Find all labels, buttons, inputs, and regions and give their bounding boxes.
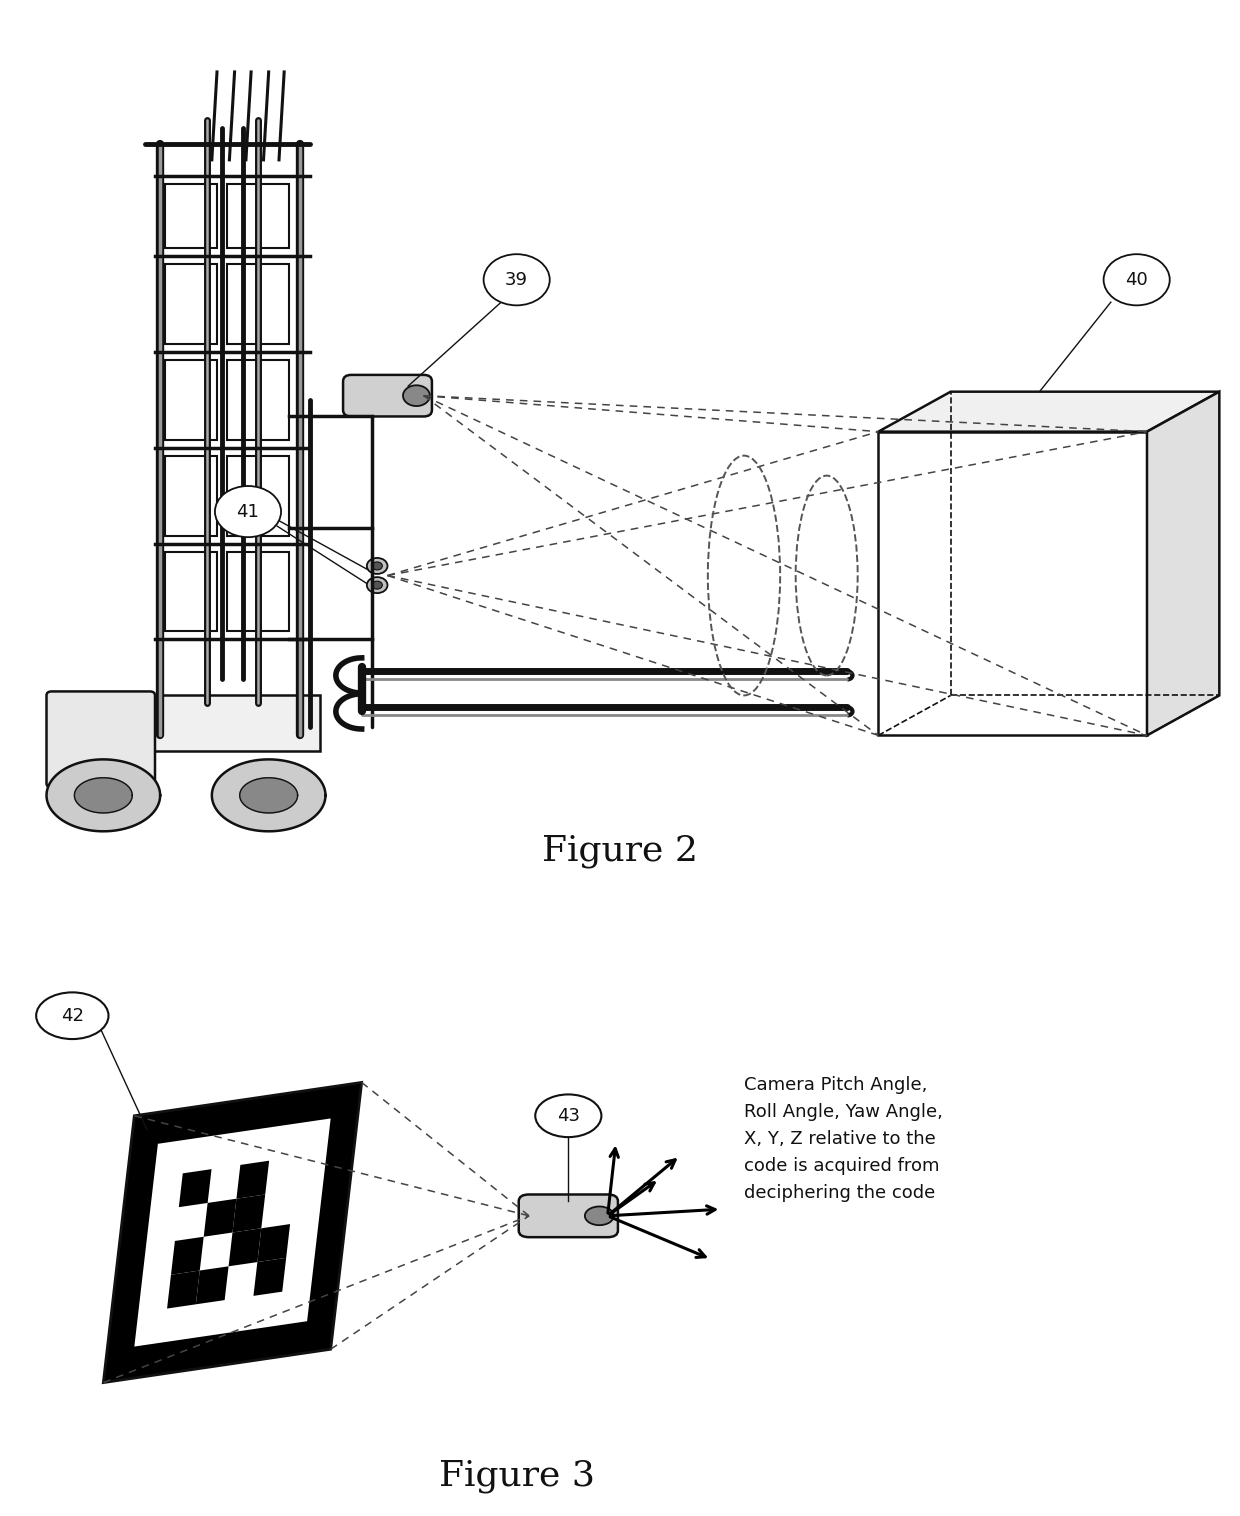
Bar: [227, 456, 289, 535]
Bar: [227, 264, 289, 344]
FancyBboxPatch shape: [47, 691, 155, 787]
Polygon shape: [228, 1228, 262, 1266]
Text: 40: 40: [1125, 271, 1148, 288]
Bar: [165, 359, 217, 440]
Polygon shape: [233, 1195, 265, 1233]
Circle shape: [367, 578, 387, 593]
Polygon shape: [167, 1270, 200, 1308]
Polygon shape: [74, 778, 133, 813]
Polygon shape: [258, 1223, 290, 1263]
Polygon shape: [179, 1169, 212, 1207]
Circle shape: [36, 993, 109, 1038]
Circle shape: [215, 487, 281, 537]
Bar: [227, 552, 289, 632]
Circle shape: [484, 255, 549, 305]
FancyBboxPatch shape: [343, 374, 432, 417]
Text: Camera Pitch Angle,
Roll Angle, Yaw Angle,
X, Y, Z relative to the
code is acqui: Camera Pitch Angle, Roll Angle, Yaw Angl…: [744, 1076, 942, 1202]
Text: 41: 41: [237, 503, 259, 520]
Circle shape: [367, 558, 387, 575]
Bar: [227, 359, 289, 440]
Polygon shape: [253, 1258, 286, 1296]
Text: Figure 2: Figure 2: [542, 834, 698, 869]
FancyBboxPatch shape: [518, 1195, 618, 1237]
Circle shape: [585, 1207, 614, 1225]
Polygon shape: [103, 1082, 362, 1383]
Circle shape: [536, 1095, 601, 1137]
Bar: [165, 264, 217, 344]
Polygon shape: [203, 1199, 237, 1237]
Bar: [227, 183, 289, 247]
Polygon shape: [237, 1161, 269, 1199]
Circle shape: [403, 385, 430, 406]
Polygon shape: [239, 778, 298, 813]
Bar: [165, 183, 217, 247]
Polygon shape: [878, 432, 1147, 735]
Polygon shape: [47, 760, 160, 831]
Circle shape: [1104, 255, 1169, 305]
Polygon shape: [171, 1237, 203, 1275]
Text: 39: 39: [505, 271, 528, 288]
Circle shape: [372, 562, 382, 570]
Bar: [165, 456, 217, 535]
Text: Figure 3: Figure 3: [439, 1458, 595, 1493]
Text: 42: 42: [61, 1007, 84, 1025]
Text: 43: 43: [557, 1107, 580, 1125]
Polygon shape: [134, 1119, 331, 1346]
Polygon shape: [196, 1266, 228, 1304]
Polygon shape: [212, 760, 325, 831]
Polygon shape: [1147, 391, 1219, 735]
Bar: [134, 696, 320, 752]
Bar: [165, 552, 217, 632]
Circle shape: [372, 581, 382, 590]
Polygon shape: [878, 391, 1219, 432]
